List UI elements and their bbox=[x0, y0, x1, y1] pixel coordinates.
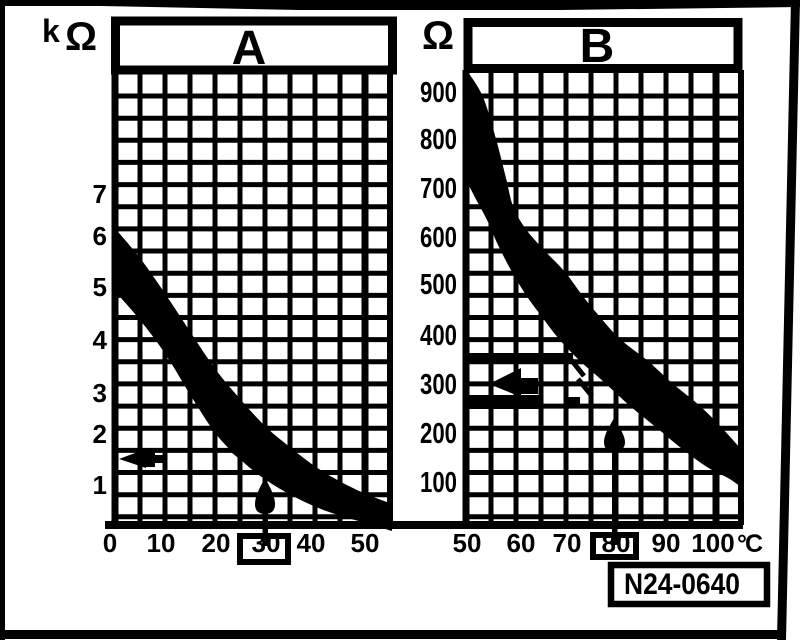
svg-text:100: 100 bbox=[691, 528, 734, 558]
svg-text:100: 100 bbox=[420, 467, 457, 499]
svg-text:k: k bbox=[42, 13, 60, 49]
svg-text:B: B bbox=[580, 20, 615, 73]
svg-text:90: 90 bbox=[652, 528, 681, 558]
svg-text:°C: °C bbox=[737, 530, 763, 558]
svg-text:6: 6 bbox=[93, 221, 107, 251]
svg-text:70: 70 bbox=[553, 528, 582, 558]
svg-text:900: 900 bbox=[420, 77, 457, 109]
svg-text:Ω: Ω bbox=[65, 15, 97, 59]
svg-text:300: 300 bbox=[420, 369, 457, 401]
svg-text:1: 1 bbox=[93, 470, 107, 500]
svg-text:4: 4 bbox=[93, 325, 108, 355]
svg-text:7: 7 bbox=[93, 179, 107, 209]
svg-text:500: 500 bbox=[420, 269, 457, 301]
svg-text:50: 50 bbox=[351, 528, 380, 558]
svg-text:5: 5 bbox=[93, 272, 107, 302]
svg-text:10: 10 bbox=[147, 528, 176, 558]
svg-text:N24-0640: N24-0640 bbox=[624, 568, 740, 601]
svg-text:0: 0 bbox=[103, 528, 117, 558]
svg-text:800: 800 bbox=[420, 124, 457, 156]
svg-text:A: A bbox=[232, 22, 267, 75]
svg-text:600: 600 bbox=[420, 222, 457, 254]
svg-text:400: 400 bbox=[420, 320, 457, 352]
svg-text:50: 50 bbox=[453, 528, 482, 558]
svg-text:60: 60 bbox=[507, 528, 536, 558]
svg-text:Ω: Ω bbox=[422, 14, 454, 58]
svg-text:20: 20 bbox=[202, 528, 231, 558]
svg-text:200: 200 bbox=[420, 418, 457, 450]
svg-text:40: 40 bbox=[297, 528, 326, 558]
svg-text:700: 700 bbox=[420, 173, 457, 205]
svg-text:2: 2 bbox=[93, 419, 107, 449]
svg-text:3: 3 bbox=[93, 378, 107, 408]
